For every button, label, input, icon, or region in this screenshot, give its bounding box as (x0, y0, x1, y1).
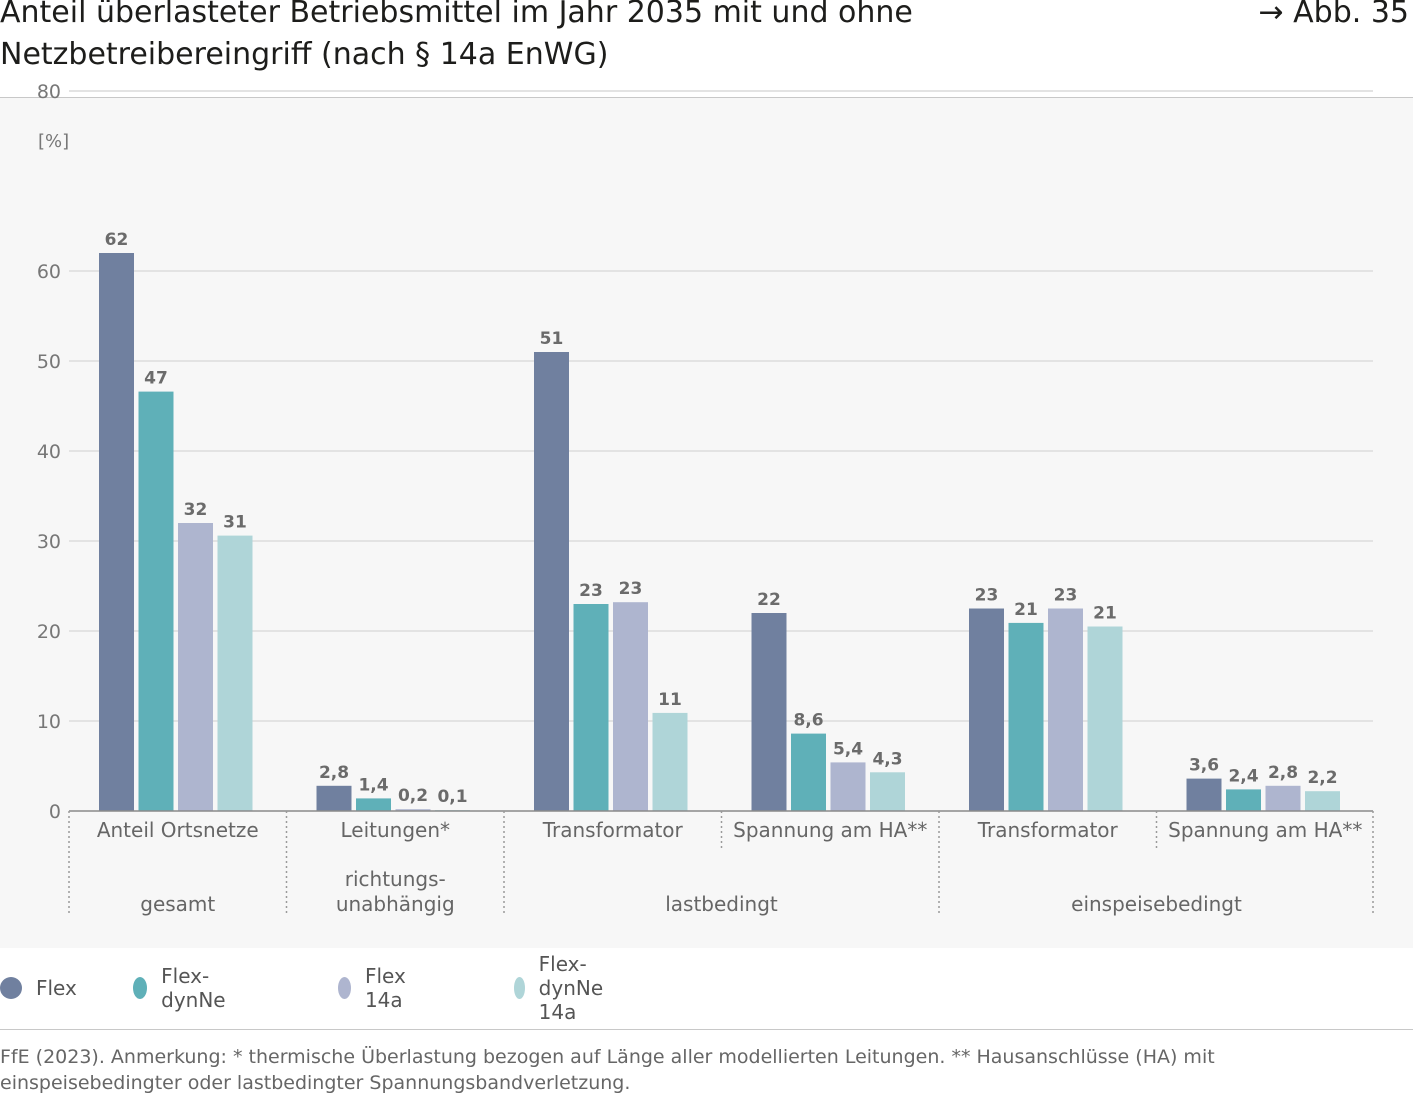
data-label: 8,6 (793, 711, 823, 731)
data-label: 22 (757, 590, 781, 610)
data-label: 51 (540, 329, 564, 349)
bar (1305, 791, 1340, 811)
legend-item: Flex 14a (338, 964, 415, 1012)
legend-swatch-icon (514, 977, 525, 999)
group-label: richtungs-unabhängig (336, 867, 455, 916)
data-label: 23 (579, 581, 603, 601)
bar (395, 809, 431, 811)
legend-swatch-icon (338, 977, 351, 999)
bar (1186, 778, 1222, 811)
source-note: FfE (2023). Anmerkung: * thermische Über… (0, 1046, 1215, 1094)
category-label: Transformator (977, 818, 1119, 842)
category-label: Anteil Ortsnetze (97, 818, 259, 842)
group-label: gesamt (140, 892, 215, 916)
y-tick-label: 10 (37, 711, 61, 733)
bar (1048, 608, 1083, 811)
bar (534, 352, 569, 811)
data-label: 4,3 (872, 749, 902, 769)
data-label: 0,1 (437, 787, 467, 807)
header-divider (0, 97, 1413, 98)
bar (613, 602, 648, 811)
bar (1008, 622, 1044, 811)
bar (573, 604, 609, 811)
data-label: 23 (975, 586, 999, 606)
bar (1087, 626, 1123, 811)
bar (652, 712, 688, 811)
data-label: 32 (184, 500, 208, 520)
bar (1226, 789, 1261, 811)
bar (217, 535, 253, 811)
data-label: 3,6 (1189, 756, 1219, 776)
group-label: lastbedingt (665, 892, 778, 916)
bar (751, 613, 787, 811)
legend-item: Flex (0, 968, 77, 1008)
data-label: 31 (223, 513, 247, 533)
bar (870, 772, 905, 811)
bar (791, 733, 826, 811)
bar (99, 253, 134, 811)
y-tick-label: 30 (37, 531, 61, 553)
data-label: 47 (144, 369, 168, 389)
legend-label: Flex-dynNe (161, 964, 226, 1012)
data-label: 2,2 (1307, 768, 1337, 788)
data-label: 2,4 (1228, 766, 1258, 786)
bar (969, 608, 1004, 811)
category-label: Leitungen* (340, 818, 450, 842)
y-tick-label: 50 (37, 351, 61, 373)
bar-chart: [%] 0 10 20 30 40 50 60 80 62 47 32 31 Anteil Ortsnet… (37, 81, 1374, 916)
data-label: 23 (619, 579, 643, 599)
category-label: Spannung am HA** (733, 818, 927, 842)
bar (138, 391, 174, 811)
data-label: 1,4 (358, 775, 388, 795)
legend-label: Flex 14a (364, 964, 406, 1012)
bar (830, 762, 866, 811)
legend-label: Flex-dynNe 14a (538, 952, 604, 1024)
y-tick-label: 80 (37, 81, 61, 103)
data-label: 62 (105, 230, 129, 250)
bar (316, 785, 352, 811)
data-label: 23 (1054, 586, 1078, 606)
group-label: einspeisebedingt (1071, 892, 1242, 916)
data-label: 11 (658, 690, 682, 710)
data-label: 5,4 (833, 739, 863, 759)
bar (1265, 785, 1301, 811)
data-label: 21 (1014, 600, 1038, 620)
legend-label: Flex (36, 976, 77, 1000)
category-label: Transformator (542, 818, 684, 842)
data-label: 2,8 (319, 763, 349, 783)
chart-title: Anteil überlasteter Betriebsmittel im Ja… (0, 0, 913, 72)
figure-reference[interactable]: → Abb. 35 (1258, 0, 1409, 30)
legend-swatch-icon (133, 977, 148, 999)
category-label: Spannung am HA** (1168, 818, 1362, 842)
footer-divider (0, 1029, 1413, 1030)
y-tick-label: 60 (37, 261, 61, 283)
legend-swatch-icon (0, 977, 22, 999)
data-label: 2,8 (1268, 763, 1298, 783)
y-tick-label: 20 (37, 621, 61, 643)
data-label: 0,2 (398, 786, 428, 806)
legend-item: Flex-dynNe 14a (514, 952, 614, 1024)
y-axis-label: [%] (38, 131, 69, 152)
data-label: 21 (1093, 604, 1117, 624)
bar (178, 523, 213, 811)
bar (356, 798, 391, 811)
y-tick-label: 0 (49, 801, 61, 823)
y-tick-label: 40 (37, 441, 61, 463)
legend-item: Flex-dynNe (133, 964, 233, 1012)
